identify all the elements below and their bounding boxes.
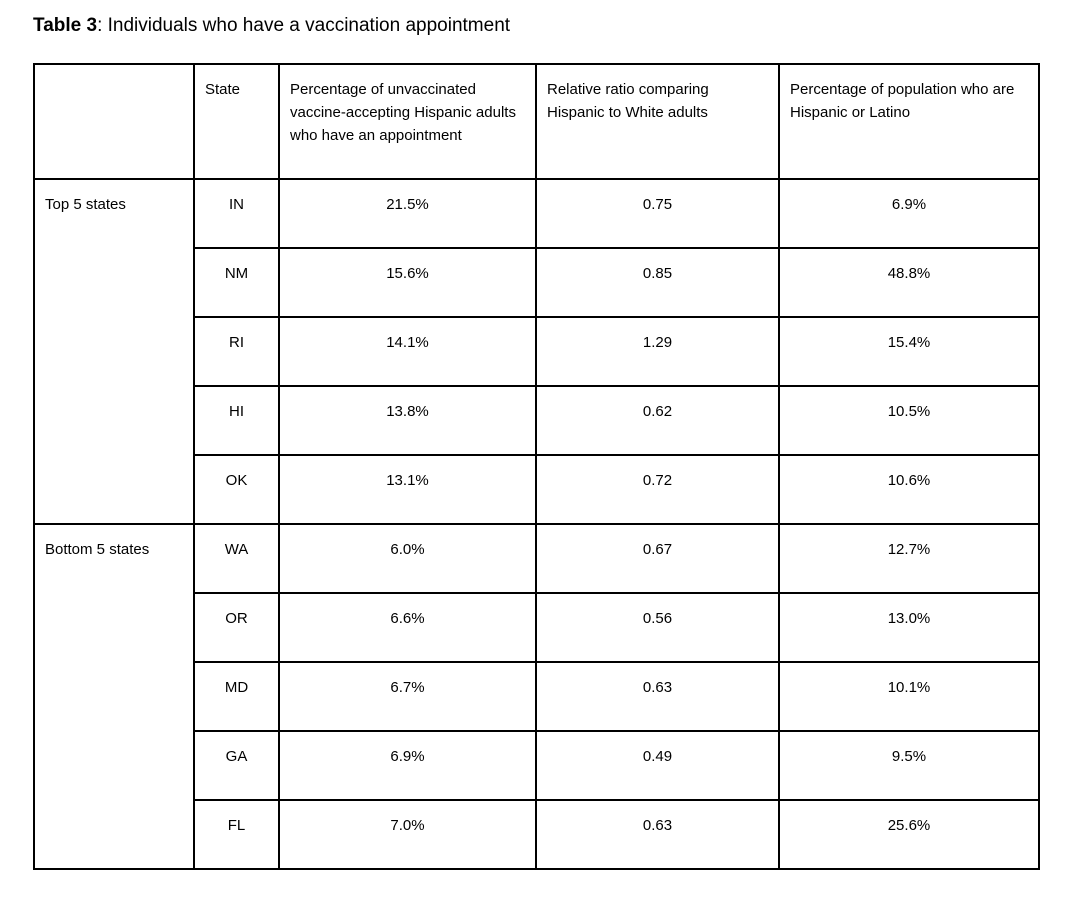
table-row: OR 6.6% 0.56 13.0% bbox=[34, 592, 1040, 663]
appointment-percentage-cell: 13.8% bbox=[278, 385, 537, 456]
header-cell-empty bbox=[33, 63, 195, 180]
table-row: NM 15.6% 0.85 48.8% bbox=[34, 247, 1040, 318]
table-row: RI 14.1% 1.29 15.4% bbox=[34, 316, 1040, 387]
header-cell-state: State bbox=[193, 63, 280, 180]
appointment-percentage-cell: 14.1% bbox=[278, 316, 537, 387]
table-header-row: State Percentage of unvaccinated vaccine… bbox=[33, 63, 1040, 180]
table-caption-text: : Individuals who have a vaccination app… bbox=[97, 15, 511, 36]
appointment-percentage-cell: 13.1% bbox=[278, 454, 537, 525]
population-percentage-cell: 10.6% bbox=[778, 454, 1040, 525]
table-row: FL 7.0% 0.63 25.6% bbox=[34, 799, 1040, 870]
header-cell-appointment-percentage: Percentage of unvaccinated vaccine-accep… bbox=[278, 63, 537, 180]
appointment-percentage-cell: 6.9% bbox=[278, 730, 537, 801]
state-cell: IN bbox=[193, 178, 280, 249]
group-cell-bottom5: Bottom 5 states bbox=[33, 523, 195, 870]
population-percentage-cell: 15.4% bbox=[778, 316, 1040, 387]
state-cell: WA bbox=[193, 523, 280, 594]
relative-ratio-cell: 0.85 bbox=[535, 247, 780, 318]
appointment-percentage-cell: 15.6% bbox=[278, 247, 537, 318]
relative-ratio-cell: 0.63 bbox=[535, 661, 780, 732]
population-percentage-cell: 10.1% bbox=[778, 661, 1040, 732]
relative-ratio-cell: 1.29 bbox=[535, 316, 780, 387]
appointment-percentage-cell: 6.0% bbox=[278, 523, 537, 594]
relative-ratio-cell: 0.56 bbox=[535, 592, 780, 663]
population-percentage-cell: 12.7% bbox=[778, 523, 1040, 594]
relative-ratio-cell: 0.67 bbox=[535, 523, 780, 594]
state-cell: OR bbox=[193, 592, 280, 663]
relative-ratio-cell: 0.75 bbox=[535, 178, 780, 249]
header-cell-relative-ratio: Relative ratio comparing Hispanic to Whi… bbox=[535, 63, 780, 180]
table-row: HI 13.8% 0.62 10.5% bbox=[34, 385, 1040, 456]
table-row: GA 6.9% 0.49 9.5% bbox=[34, 730, 1040, 801]
population-percentage-cell: 9.5% bbox=[778, 730, 1040, 801]
population-percentage-cell: 10.5% bbox=[778, 385, 1040, 456]
population-percentage-cell: 25.6% bbox=[778, 799, 1040, 870]
relative-ratio-cell: 0.62 bbox=[535, 385, 780, 456]
table-caption: Table 3: Individuals who have a vaccinat… bbox=[33, 14, 510, 38]
population-percentage-cell: 48.8% bbox=[778, 247, 1040, 318]
table-row: Bottom 5 states WA 6.0% 0.67 12.7% bbox=[33, 523, 1040, 870]
table-row: OK 13.1% 0.72 10.6% bbox=[34, 454, 1040, 525]
appointment-percentage-cell: 21.5% bbox=[278, 178, 537, 249]
relative-ratio-cell: 0.72 bbox=[535, 454, 780, 525]
group-cell-top5: Top 5 states bbox=[33, 178, 195, 525]
state-cell: MD bbox=[193, 661, 280, 732]
vaccination-appointment-table: State Percentage of unvaccinated vaccine… bbox=[33, 63, 1040, 870]
relative-ratio-cell: 0.63 bbox=[535, 799, 780, 870]
appointment-percentage-cell: 7.0% bbox=[278, 799, 537, 870]
state-cell: FL bbox=[193, 799, 280, 870]
state-cell: GA bbox=[193, 730, 280, 801]
appointment-percentage-cell: 6.7% bbox=[278, 661, 537, 732]
state-cell: NM bbox=[193, 247, 280, 318]
population-percentage-cell: 6.9% bbox=[778, 178, 1040, 249]
table-row: Top 5 states IN 21.5% 0.75 6.9% bbox=[33, 178, 1040, 525]
state-cell: OK bbox=[193, 454, 280, 525]
appointment-percentage-cell: 6.6% bbox=[278, 592, 537, 663]
state-cell: RI bbox=[193, 316, 280, 387]
table-caption-label: Table 3 bbox=[33, 15, 98, 36]
state-cell: HI bbox=[193, 385, 280, 456]
table-row: MD 6.7% 0.63 10.1% bbox=[34, 661, 1040, 732]
relative-ratio-cell: 0.49 bbox=[535, 730, 780, 801]
header-cell-population-percentage: Percentage of population who are Hispani… bbox=[778, 63, 1040, 180]
population-percentage-cell: 13.0% bbox=[778, 592, 1040, 663]
